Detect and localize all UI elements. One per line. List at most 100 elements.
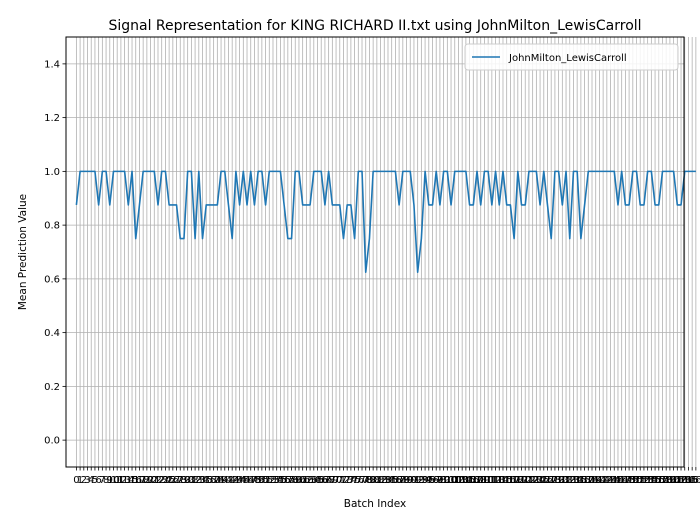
x-tick-label: 86	[389, 475, 402, 486]
x-tick-label: 102	[445, 475, 464, 486]
x-tick-label: 39	[215, 475, 228, 486]
x-tick-label: 157	[649, 475, 668, 486]
x-tick-label: 57	[281, 475, 294, 486]
y-tick-label: 1.0	[44, 167, 60, 178]
legend: JohnMilton_LewisCarroll	[464, 43, 679, 71]
x-tick-label: 109	[471, 475, 490, 486]
x-tick-label: 11	[111, 475, 124, 486]
x-tick-label: 64	[307, 475, 320, 486]
x-tick-label: 22	[152, 475, 165, 486]
x-tick-label: 100	[438, 475, 457, 486]
x-tick-label: 125	[531, 475, 550, 486]
x-tick-label: 129	[545, 475, 564, 486]
x-tick-label: 160	[660, 475, 679, 486]
x-tick-label: 81	[370, 475, 383, 486]
x-tick-label: 34	[196, 475, 209, 486]
x-tick-label: 113	[486, 475, 505, 486]
x-tick-label: 118	[505, 475, 524, 486]
x-tick-label: 163	[671, 475, 690, 486]
x-tick-label: 9	[107, 475, 113, 486]
x-tick-label: 111	[479, 475, 498, 486]
x-tick-label: 5	[92, 475, 98, 486]
x-tick-label: 15	[126, 475, 139, 486]
x-tick-label: 18	[137, 475, 150, 486]
x-tick-label: 26	[166, 475, 179, 486]
x-tick-label: 147	[612, 475, 631, 486]
x-tick-label: 59	[289, 475, 302, 486]
x-tick-label: 31	[185, 475, 198, 486]
x-tick-label: 144	[601, 475, 620, 486]
x-tick-label: 95	[422, 475, 435, 486]
x-tick-label: 54	[270, 475, 283, 486]
x-tick-label: 65	[311, 475, 324, 486]
x-tick-label: 73	[341, 475, 354, 486]
x-tick-label: 53	[267, 475, 280, 486]
x-tick-label: 151	[627, 475, 646, 486]
plot-lines	[75, 170, 696, 273]
x-tick-label: 17	[133, 475, 146, 486]
x-tick-label: 25	[163, 475, 176, 486]
x-tick-label: 20	[144, 475, 157, 486]
y-axis-label: Mean Prediction Value	[17, 194, 29, 310]
x-tick-label: 19	[140, 475, 153, 486]
x-tick-label: 134	[564, 475, 583, 486]
x-ticks: 0123456789101112131415161718192021222324…	[73, 467, 700, 486]
y-tick-label: 0.6	[44, 274, 60, 285]
x-tick-label: 101	[441, 475, 460, 486]
x-tick-label: 35	[200, 475, 213, 486]
x-tick-label: 88	[396, 475, 409, 486]
x-tick-label: 131	[553, 475, 572, 486]
x-tick-label: 70	[330, 475, 343, 486]
x-tick-label: 121	[516, 475, 535, 486]
x-tick-label: 4	[88, 475, 94, 486]
x-tick-label: 16	[129, 475, 142, 486]
x-tick-label: 69	[326, 475, 339, 486]
x-tick-label: 143	[597, 475, 616, 486]
x-tick-label: 56	[278, 475, 291, 486]
x-tick-label: 24	[159, 475, 172, 486]
x-tick-label: 110	[475, 475, 494, 486]
chart-title: Signal Representation for KING RICHARD I…	[108, 18, 641, 34]
x-tick-label: 91	[408, 475, 421, 486]
x-tick-label: 2	[81, 475, 87, 486]
x-tick-label: 123	[523, 475, 542, 486]
x-tick-label: 29	[178, 475, 191, 486]
x-tick-label: 41	[222, 475, 235, 486]
x-tick-label: 62	[300, 475, 313, 486]
x-tick-label: 50	[255, 475, 268, 486]
x-axis-label: Batch Index	[344, 498, 406, 510]
y-tick-label: 0.2	[44, 382, 60, 393]
x-tick-label: 28	[174, 475, 187, 486]
x-tick-label: 103	[449, 475, 468, 486]
x-tick-label: 162	[668, 475, 687, 486]
x-tick-label: 139	[582, 475, 601, 486]
x-tick-label: 164	[675, 475, 694, 486]
x-tick-label: 49	[252, 475, 265, 486]
x-tick-label: 107	[464, 475, 483, 486]
x-tick-label: 161	[664, 475, 683, 486]
x-tick-label: 66	[315, 475, 328, 486]
x-tick-label: 3	[84, 475, 90, 486]
x-tick-label: 159	[657, 475, 676, 486]
x-tick-label: 83	[378, 475, 391, 486]
x-tick-label: 89	[400, 475, 413, 486]
x-tick-label: 82	[374, 475, 387, 486]
x-tick-label: 114	[490, 475, 509, 486]
x-tick-label: 158	[653, 475, 672, 486]
x-tick-label: 13	[118, 475, 131, 486]
y-tick-label: 1.4	[44, 59, 60, 70]
x-tick-label: 146	[608, 475, 627, 486]
x-tick-label: 152	[631, 475, 650, 486]
x-tick-label: 116	[497, 475, 516, 486]
x-tick-label: 55	[274, 475, 287, 486]
x-tick-label: 21	[148, 475, 161, 486]
legend-box	[464, 43, 679, 71]
x-tick-label: 23	[155, 475, 168, 486]
x-tick-label: 44	[233, 475, 246, 486]
y-tick-label: 1.2	[44, 113, 60, 124]
x-tick-label: 85	[385, 475, 398, 486]
x-tick-label: 138	[579, 475, 598, 486]
x-tick-label: 46	[241, 475, 254, 486]
y-tick-label: 0.8	[44, 221, 60, 232]
